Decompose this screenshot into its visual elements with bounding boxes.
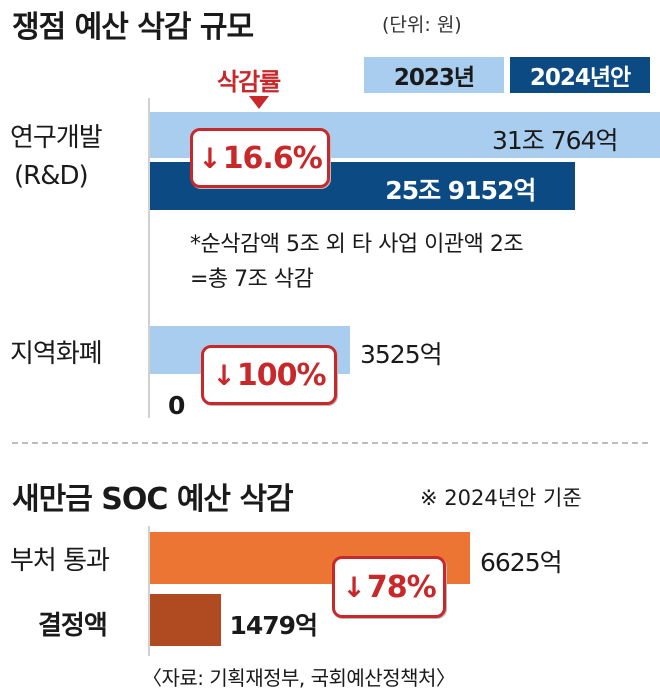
chart2-title: 새만금 SOC 예산 삭감 [12,482,294,517]
down-arrow-icon: ↓ [342,570,365,604]
value-local-currency-2024: 0 [168,391,185,420]
down-arrow-icon: ↓ [198,141,221,175]
cut-rate-badge-rnd: ↓ 16.6% [190,128,330,188]
chart1-note-line2: =총 7조 삭감 [190,267,314,292]
legend-2023: 2023년 [364,57,504,93]
chart2-subtitle: ※ 2024년안 기준 [420,486,582,510]
cut-rate-badge-local-currency: ↓ 100% [201,345,337,405]
category-rnd-label: 연구개발 [10,123,103,153]
cut-rate-badge-soc: ↓ 78% [332,556,446,618]
value-ministry-passed: 6625억 [480,548,563,577]
down-arrow-icon: ↓ [212,358,235,392]
category-decided-label: 결정액 [38,611,108,641]
value-rnd-2023: 31조 764억 [492,126,618,155]
chart1-axis-line [148,98,150,418]
cut-rate-label: 삭감률 [217,68,281,96]
category-rnd-sublabel: (R&D) [14,161,89,191]
category-passed-label: 부처 통과 [10,546,110,576]
value-decided-amount: 1479억 [229,611,318,640]
legend-2024: 2024년안 [510,57,650,93]
value-local-currency-2023: 3525억 [360,340,443,369]
chart2-axis-line [148,526,150,656]
bar-decided-amount [150,594,222,646]
cut-rate-soc-value: 78% [366,569,437,605]
chart1-unit: (단위: 원) [382,14,462,36]
cut-rate-local-currency-value: 100% [236,357,327,393]
cut-rate-rnd-value: 16.6% [222,140,323,176]
category-local-currency-label: 지역화폐 [10,339,103,369]
chart1-note-line1: *순삭감액 5조 외 타 사업 이관액 2조 [190,232,524,257]
cut-rate-pointer-icon [249,96,269,109]
chart1-title: 쟁점 예산 삭감 규모 [12,10,254,45]
value-rnd-2024: 25조 9152억 [385,176,536,205]
section-divider [12,442,648,444]
source-note: 〈자료: 기획재정부, 국회예산정책처〉 [142,666,456,690]
